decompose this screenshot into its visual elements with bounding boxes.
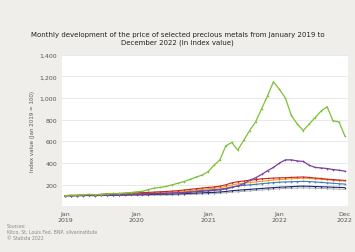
Text: Monthly development of the price of selected precious metals from January 2019 t: Monthly development of the price of sele… (31, 32, 324, 45)
Y-axis label: Index value (Jan 2019 = 100): Index value (Jan 2019 = 100) (31, 91, 36, 171)
Text: Sources:
Kitco, St. Louis Fed, BNP, silverinstitute
© Statista 2022: Sources: Kitco, St. Louis Fed, BNP, silv… (7, 223, 97, 240)
